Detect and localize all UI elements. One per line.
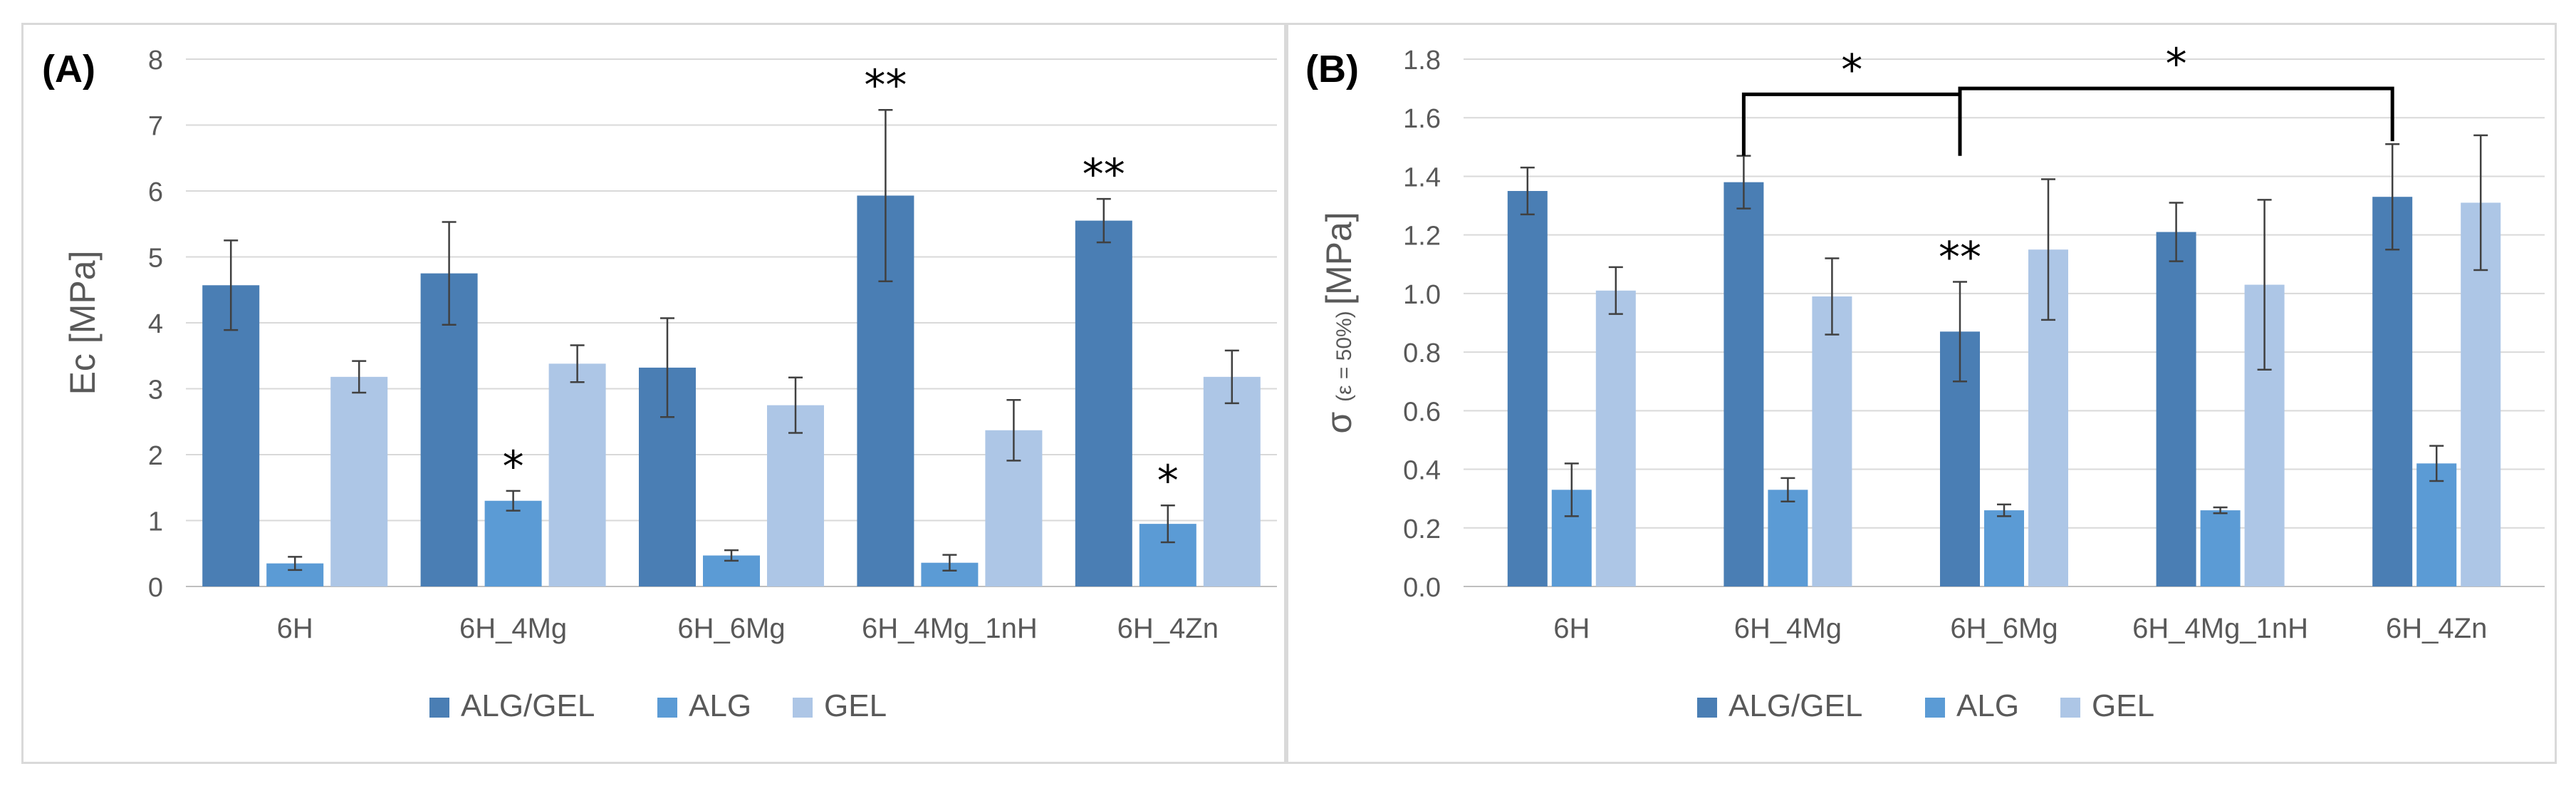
y-tick-label-b-8: 1.6 xyxy=(1403,104,1441,134)
bar-a-gel-6h xyxy=(330,376,388,586)
bar-a-gel-6h-4zn xyxy=(1203,376,1261,586)
legend-swatch-b-gel xyxy=(2060,698,2080,718)
bracket-star-b-1: * xyxy=(2166,39,2187,89)
legend-label-b-gel: GEL xyxy=(2092,688,2154,723)
bar-b-gel-6h xyxy=(1595,290,1636,586)
legend-swatch-b-alg-gel xyxy=(1697,698,1717,718)
y-tick-label-a-7: 7 xyxy=(148,112,163,142)
y-tick-label-b-1: 0.2 xyxy=(1403,514,1441,544)
significance-star-a-0: * xyxy=(503,442,524,492)
chart-a-svg: 0 1 2 3 4 5 6 7 8 6H 6H_4Mg 6H_6Mg 6H_4Mg_1nH 6H_4Zn *… xyxy=(42,46,1277,723)
x-tick-label-a-6h-6mg: 6H_6Mg xyxy=(677,613,785,644)
y-axis-title-unit: [MPa] xyxy=(1319,212,1359,305)
bar-b-alg-6h-4zn xyxy=(2416,463,2457,586)
x-tick-label-b-6h-4mg-1nh: 6H_4Mg_1nH xyxy=(2132,613,2308,644)
y-tick-label-b-3: 0.6 xyxy=(1403,397,1441,427)
y-tick-label-b-7: 1.4 xyxy=(1403,162,1441,192)
chart-b-svg: 0.0 0.2 0.4 0.6 0.8 1.0 1.2 1.4 1.6 1.8 6H 6H_4Mg 6H… xyxy=(1305,39,2545,723)
x-tick-label-b-6h-4mg: 6H_4Mg xyxy=(1734,613,1842,644)
x-tick-label-a-6h-4zn: 6H_4Zn xyxy=(1117,613,1219,644)
y-axis-title-b: σ (ε = 50%) [MPa] xyxy=(1319,212,1359,433)
bar-b-alg-gel-6h xyxy=(1507,191,1548,586)
bar-b-alg-gel-6h-4zn xyxy=(2372,197,2413,586)
y-axis-title-subscript: (ε = 50%) xyxy=(1333,305,1356,402)
bar-b-alg-gel-6h-4mg-1nh xyxy=(2156,232,2196,586)
significance-star-a-2: ** xyxy=(1083,150,1125,200)
y-tick-label-b-0: 0.0 xyxy=(1403,573,1441,603)
bar-a-alg-6h-4mg xyxy=(484,500,542,586)
x-tick-label-a-6h-4mg-1nh: 6H_4Mg_1nH xyxy=(862,613,1038,644)
legend-swatch-a-gel xyxy=(793,698,813,718)
y-tick-label-b-9: 1.8 xyxy=(1403,46,1441,76)
y-tick-label-a-2: 2 xyxy=(148,441,163,471)
significance-bracket-b-0 xyxy=(1741,92,1962,156)
bar-b-alg-gel-6h-4mg xyxy=(1724,182,1764,586)
legend-swatch-a-alg-gel xyxy=(429,698,449,718)
x-tick-label-a-6h: 6H xyxy=(277,613,313,644)
chart-panel-b: 0.0 0.2 0.4 0.6 0.8 1.0 1.2 1.4 1.6 1.8 6H 6H_4Mg 6H… xyxy=(1286,23,2557,764)
significance-bracket-b-1 xyxy=(1958,86,2394,156)
y-axis-title-symbol: σ xyxy=(1319,402,1359,434)
bracket-star-b-0: * xyxy=(1841,45,1862,95)
bar-b-alg-6h-4mg-1nh xyxy=(2200,510,2241,586)
y-tick-label-a-8: 8 xyxy=(148,46,163,76)
x-tick-label-b-6h-4zn: 6H_4Zn xyxy=(2386,613,2487,644)
legend-swatch-a-alg xyxy=(657,698,677,718)
bar-a-alg-gel-6h-4zn xyxy=(1075,220,1132,586)
x-tick-label-a-6h-4mg: 6H_4Mg xyxy=(459,613,567,644)
chart-panel-a: 0 1 2 3 4 5 6 7 8 6H 6H_4Mg 6H_6Mg 6H_4Mg_1nH 6H_4Zn *… xyxy=(21,23,1286,764)
legend-label-a-alg-gel: ALG/GEL xyxy=(461,688,595,723)
bar-a-gel-6h-6mg xyxy=(767,405,824,586)
bar-a-alg-gel-6h xyxy=(202,285,260,586)
legend-label-a-alg: ALG xyxy=(689,688,751,723)
legend-label-b-alg-gel: ALG/GEL xyxy=(1728,688,1862,723)
bar-b-alg-6h-4mg xyxy=(1768,490,1808,586)
y-tick-label-a-6: 6 xyxy=(148,177,163,207)
x-tick-label-b-6h: 6H xyxy=(1553,613,1590,644)
bar-b-alg-6h-6mg xyxy=(1984,510,2024,586)
y-tick-label-b-5: 1.0 xyxy=(1403,280,1441,310)
y-tick-label-b-4: 0.8 xyxy=(1403,338,1441,368)
x-tick-label-b-6h-6mg: 6H_6Mg xyxy=(1950,613,2058,644)
y-tick-label-a-3: 3 xyxy=(148,376,163,405)
y-axis-title-a: Ec [MPa] xyxy=(63,251,103,395)
y-tick-label-a-0: 0 xyxy=(148,573,163,603)
y-tick-label-b-6: 1.2 xyxy=(1403,222,1441,252)
panel-label-b: (B) xyxy=(1305,48,1359,91)
panel-label-a: (A) xyxy=(42,48,95,91)
legend-label-b-alg: ALG xyxy=(1956,688,2019,723)
y-tick-label-a-1: 1 xyxy=(148,507,163,537)
legend-label-a-gel: GEL xyxy=(824,688,887,723)
y-tick-label-a-4: 4 xyxy=(148,309,163,339)
y-tick-label-b-2: 0.4 xyxy=(1403,456,1441,486)
significance-star-a-1: ** xyxy=(864,61,907,110)
bar-b-gel-6h-4mg xyxy=(1812,296,1852,586)
y-tick-label-a-5: 5 xyxy=(148,244,163,274)
legend-swatch-b-alg xyxy=(1925,698,1945,718)
bar-a-gel-6h-4mg xyxy=(548,363,606,586)
significance-star-a-3: * xyxy=(1157,456,1179,506)
significance-star-b-0: ** xyxy=(1939,232,1981,282)
